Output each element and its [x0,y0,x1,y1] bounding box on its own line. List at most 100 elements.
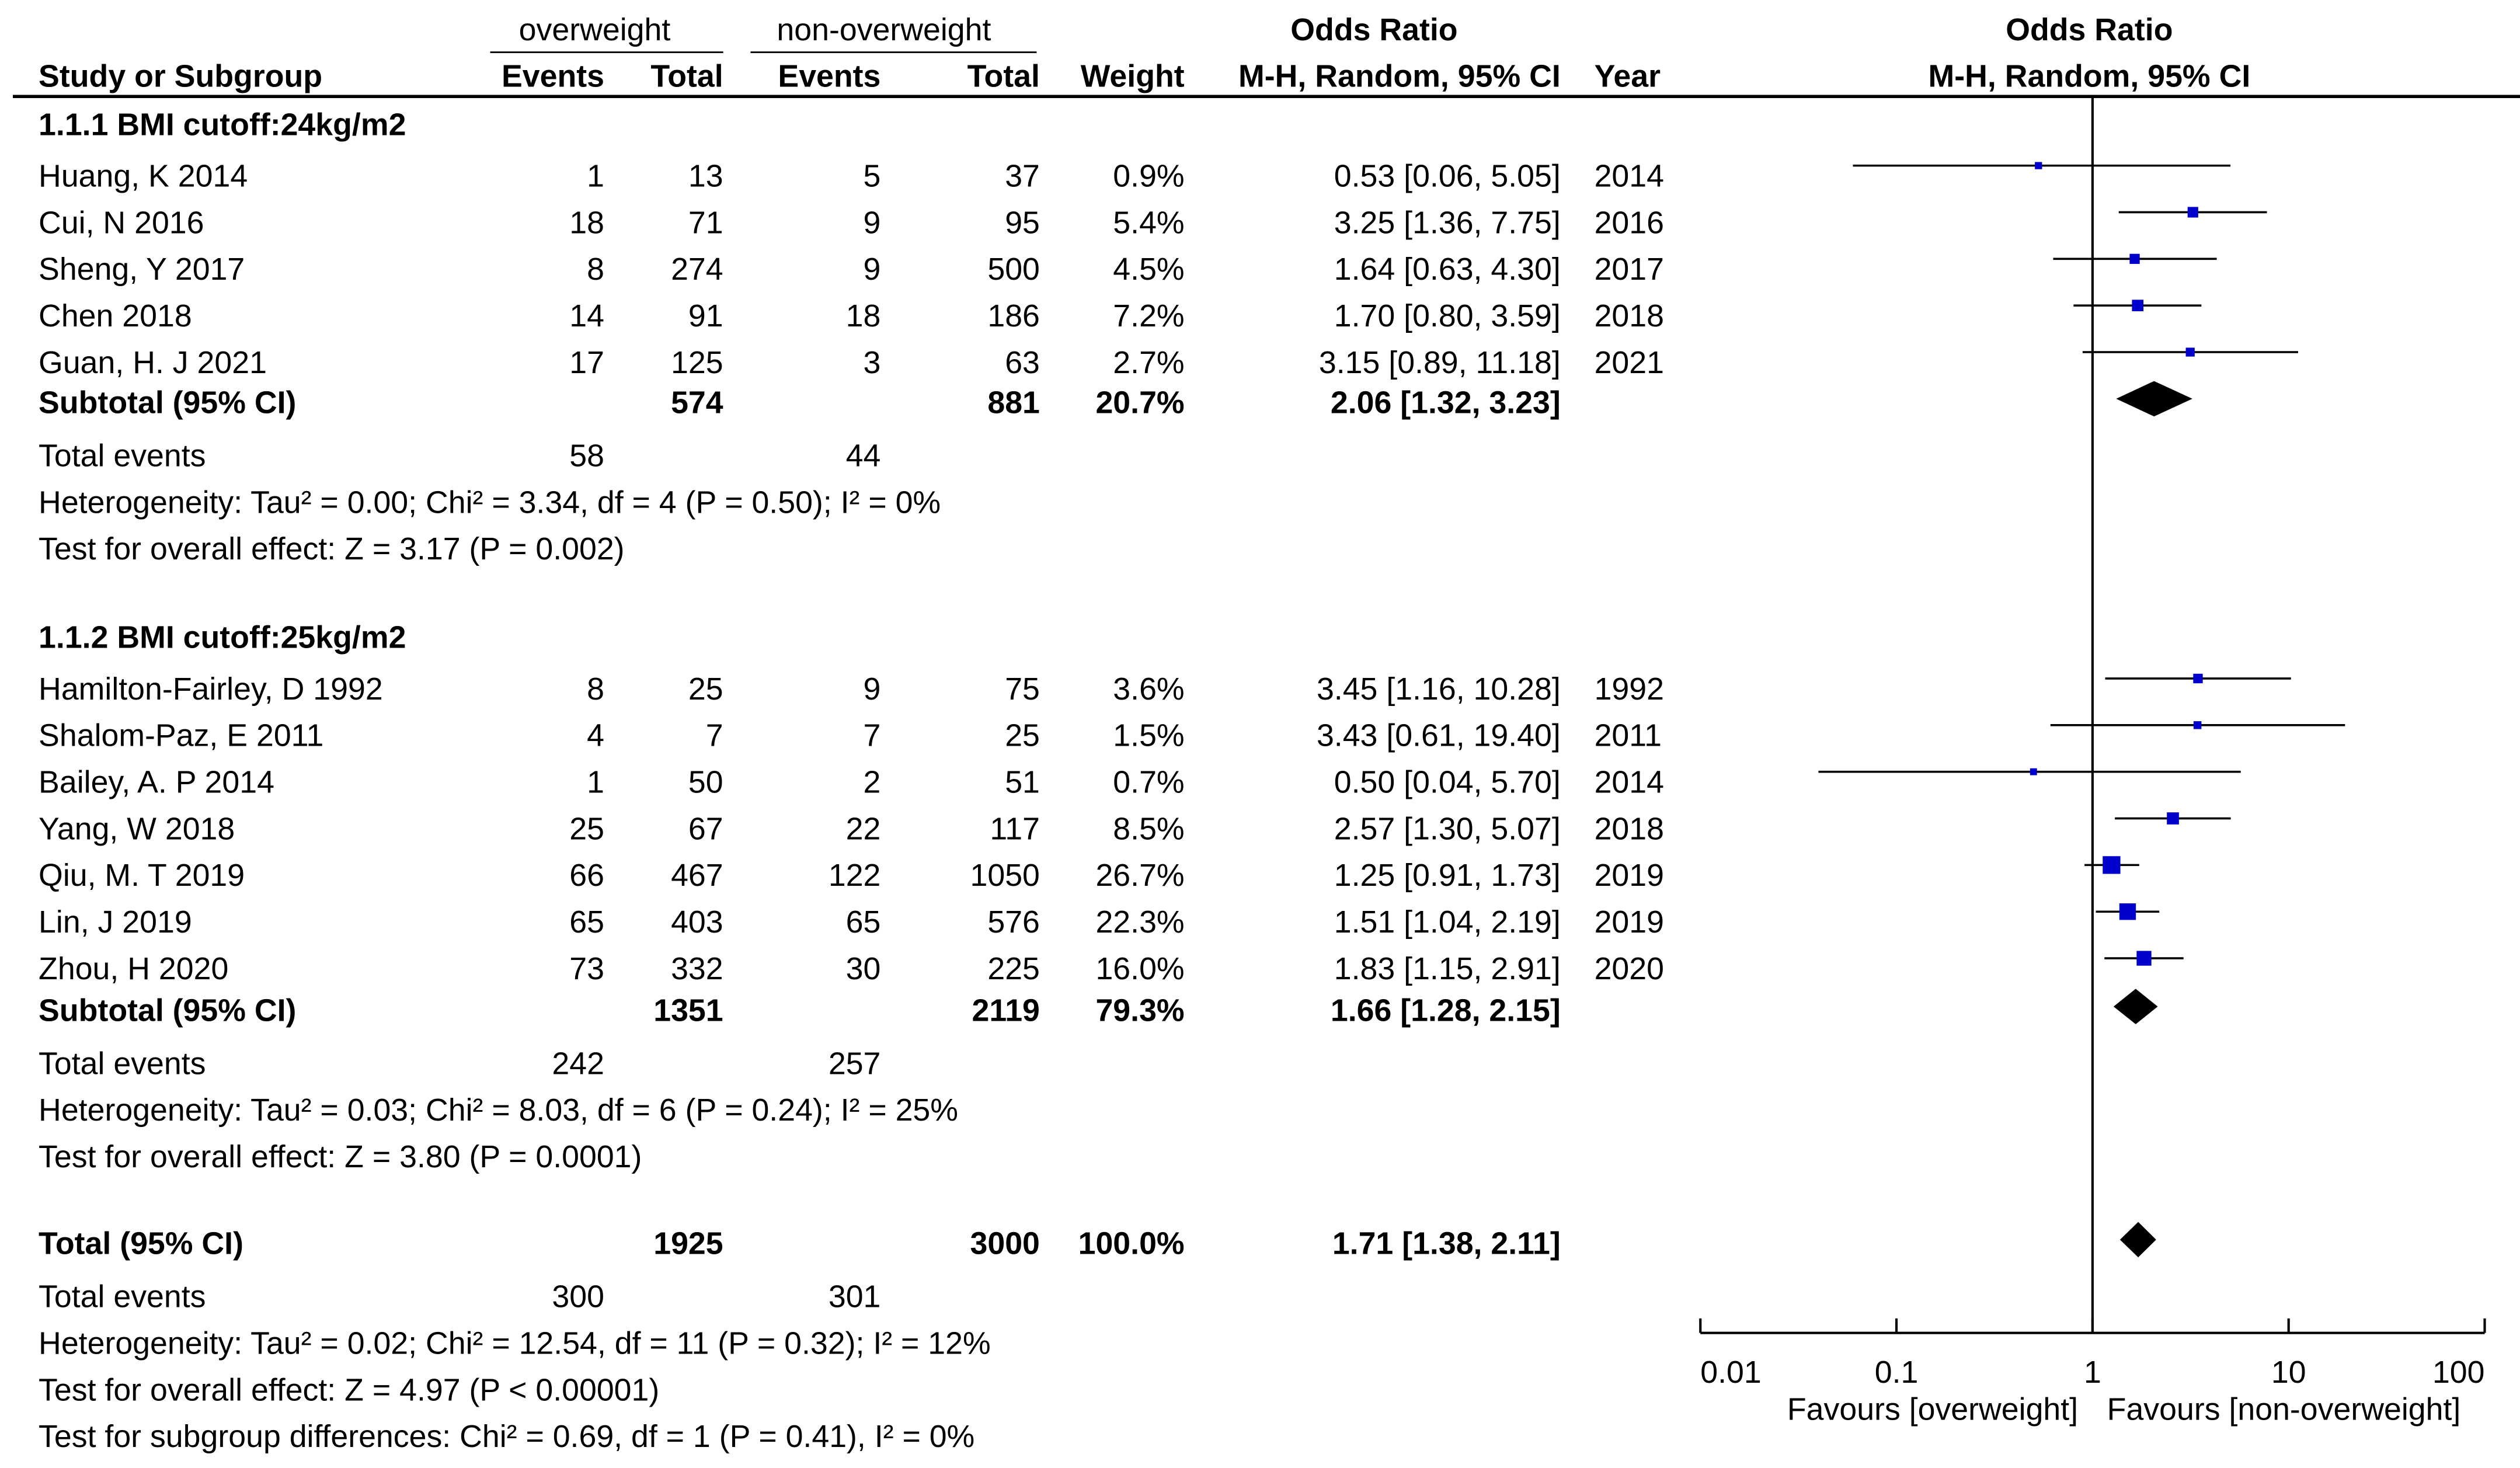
events2: 65 [845,905,881,941]
total-events2: 301 [828,1279,881,1316]
weight: 7.2% [1113,299,1185,335]
weight: 26.7% [1095,858,1185,894]
col-total1: Total [650,59,723,95]
study-name: Cui, N 2016 [39,206,204,242]
study-name: Chen 2018 [39,299,192,335]
favours-left-label: Favours [overweight] [1787,1392,2079,1428]
subtotal-total1: 1351 [653,993,723,1029]
total-ci: 1.71 [1.38, 2.11] [1332,1226,1561,1262]
pooled-diamond [2119,1222,2156,1258]
odds-ratio-ci: 0.53 [0.06, 5.05] [1334,159,1561,195]
events2: 2 [863,765,881,801]
events2: 7 [863,718,881,754]
pooled-diamond [2116,381,2192,417]
weight: 0.7% [1113,765,1185,801]
or-column-title: Odds Ratio [1290,13,1458,48]
weight: 16.0% [1095,952,1185,987]
total2: 576 [987,905,1040,941]
study-name: Sheng, Y 2017 [39,252,245,288]
total-events-label: Total events [39,439,206,475]
col-total2: Total [967,59,1040,95]
study-name: Zhou, H 2020 [39,952,229,987]
events2: 18 [845,299,881,335]
x-tick-label: 100 [2432,1355,2485,1390]
x-tick-label: 0.01 [1700,1355,1761,1390]
plot-method: M-H, Random, 95% CI [1928,59,2251,95]
odds-ratio-ci: 1.51 [1.04, 2.19] [1334,905,1561,941]
study-point [2035,162,2042,169]
year: 2014 [1594,159,1665,195]
events1: 1 [587,765,604,801]
year: 2019 [1594,905,1665,941]
total1: 7 [705,718,723,754]
study-name: Huang, K 2014 [39,159,248,195]
total2: 117 [990,812,1040,848]
plot-title: Odds Ratio [2006,13,2173,48]
study-name: Guan, H. J 2021 [39,346,267,381]
events2: 9 [863,252,881,288]
total1: 50 [688,765,723,801]
group2-header: non-overweight [777,13,991,48]
total2: 95 [1005,206,1040,242]
total2: 51 [1005,765,1040,801]
subtotal-weight: 79.3% [1095,993,1185,1029]
overall-effect-text: Test for overall effect: Z = 4.97 (P < 0… [39,1373,660,1409]
weight: 0.9% [1113,159,1185,195]
year: 2019 [1594,858,1665,894]
subtotal-label: Subtotal (95% CI) [39,993,297,1029]
group1-underline [490,51,723,53]
weight: 3.6% [1113,672,1185,708]
study-point [2185,347,2195,357]
total-events1: 58 [569,439,604,475]
total2: 186 [987,299,1040,335]
heterogeneity-text: Heterogeneity: Tau² = 0.02; Chi² = 12.54… [39,1326,991,1362]
col-weight: Weight [1080,59,1185,95]
col-method: M-H, Random, 95% CI [1238,59,1561,95]
weight: 1.5% [1113,718,1185,754]
weight: 4.5% [1113,252,1185,288]
total-events1: 300 [552,1279,604,1316]
subtotal-total2: 881 [987,385,1040,422]
total-total1: 1925 [653,1226,723,1262]
odds-ratio-ci: 1.25 [0.91, 1.73] [1334,858,1561,894]
study-name: Hamilton-Fairley, D 1992 [39,672,383,708]
subtotal-ci: 2.06 [1.32, 3.23] [1330,385,1561,422]
total1: 91 [688,299,723,335]
year: 1992 [1594,672,1665,708]
total1: 25 [688,672,723,708]
total1: 67 [688,812,723,848]
col-events2: Events [778,59,881,95]
favours-right-label: Favours [non-overweight] [2107,1392,2461,1428]
group1-header: overweight [518,13,671,48]
events2: 5 [863,159,881,195]
events2: 22 [845,812,881,848]
total1: 332 [671,952,723,987]
weight: 22.3% [1095,905,1185,941]
total2: 225 [987,952,1040,987]
col-events1: Events [501,59,604,95]
odds-ratio-ci: 3.45 [1.16, 10.28] [1316,672,1561,708]
total2: 63 [1005,346,1040,381]
total2: 75 [1005,672,1040,708]
subtotal-total1: 574 [671,385,723,422]
weight: 8.5% [1113,812,1185,848]
events2: 3 [863,346,881,381]
study-point [2167,812,2179,825]
odds-ratio-ci: 3.15 [0.89, 11.18] [1318,346,1561,381]
total1: 403 [671,905,723,941]
weight: 5.4% [1113,206,1185,242]
study-name: Yang, W 2018 [39,812,235,848]
subtotal-label: Subtotal (95% CI) [39,385,297,422]
events1: 66 [569,858,604,894]
col-study: Study or Subgroup [39,59,323,95]
total-label: Total (95% CI) [39,1226,243,1262]
subgroup-title: 1.1.2 BMI cutoff:25kg/m2 [39,620,406,656]
study-point [2132,300,2144,312]
study-point [2030,768,2037,775]
odds-ratio-ci: 1.70 [0.80, 3.59] [1334,299,1561,335]
events1: 17 [569,346,604,381]
total2: 37 [1005,159,1040,195]
odds-ratio-ci: 1.64 [0.63, 4.30] [1334,252,1561,288]
odds-ratio-ci: 3.43 [0.61, 19.40] [1316,718,1561,754]
